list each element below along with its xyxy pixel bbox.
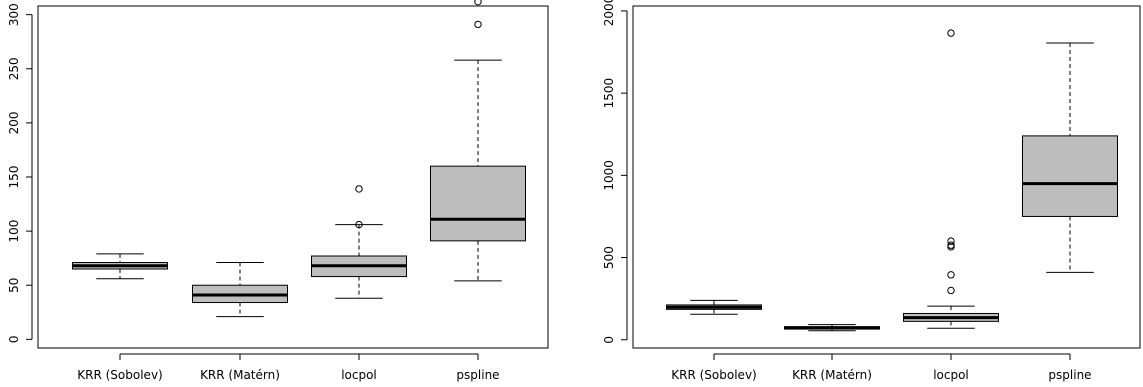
right-boxplot-panel: 0 500 1000 1500 2000 KRR (Sobolev) KRR (Matérn… xyxy=(602,0,1141,382)
x-category-label: KRR (Sobolev) xyxy=(671,368,756,382)
y-tick-label: 1500 xyxy=(602,78,616,109)
outlier-point xyxy=(355,220,363,229)
y-tick-label: 150 xyxy=(7,166,21,189)
left-boxplot-panel: 0 50 100 150 200 250 300 KRR (Sobolev) KRR (Maté… xyxy=(7,0,549,382)
outlier-point xyxy=(474,20,482,29)
outlier-point xyxy=(947,271,955,279)
outlier-point xyxy=(355,185,363,193)
x-category-label: locpol xyxy=(341,368,377,382)
box-iqr xyxy=(1022,135,1118,217)
outlier-point xyxy=(947,286,955,295)
outlier-point xyxy=(474,0,482,6)
outlier-point xyxy=(947,241,955,249)
x-category-label: locpol xyxy=(933,368,969,382)
x-category-label: pspline xyxy=(456,368,499,382)
y-tick-label: 300 xyxy=(7,3,21,26)
y-tick-label: 200 xyxy=(7,111,21,134)
y-tick-label: 500 xyxy=(602,246,616,269)
x-category-label: KRR (Matérn) xyxy=(200,368,280,382)
x-category-label: KRR (Sobolev) xyxy=(77,368,162,382)
x-category-label: pspline xyxy=(1048,368,1091,382)
y-tick-label: 0 xyxy=(7,336,21,344)
outlier-point xyxy=(947,237,955,245)
y-tick-label: 50 xyxy=(7,278,21,293)
plot-frame xyxy=(632,5,1141,349)
y-tick-label: 2000 xyxy=(602,0,616,26)
y-tick-label: 0 xyxy=(602,336,616,344)
outlier-point xyxy=(947,29,955,37)
y-tick-label: 1000 xyxy=(602,160,616,191)
y-tick-label: 100 xyxy=(7,220,21,243)
x-category-label: KRR (Matérn) xyxy=(792,368,872,382)
plot-frame xyxy=(37,5,549,349)
box-iqr xyxy=(430,165,526,242)
y-tick-label: 250 xyxy=(7,57,21,80)
